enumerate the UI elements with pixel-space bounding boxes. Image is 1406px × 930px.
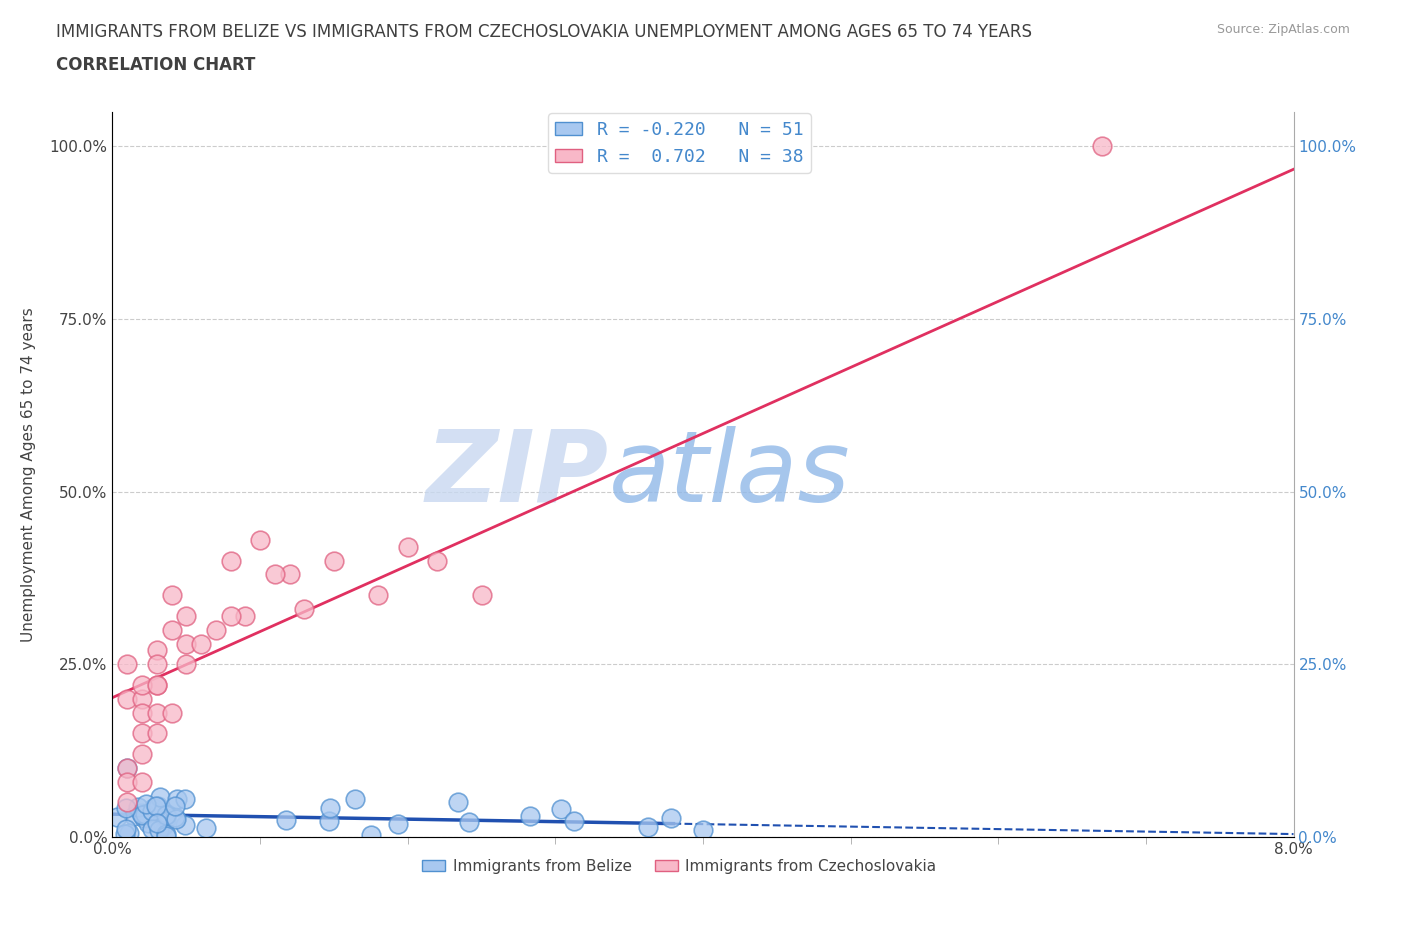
Point [131, 775, 153, 790]
Point [122, 808, 145, 823]
Point [117, 795, 138, 810]
Text: ZIP: ZIP [426, 426, 609, 523]
Point [131, 726, 153, 741]
Point [149, 790, 172, 804]
Point [117, 775, 138, 790]
Point [117, 761, 138, 776]
Point [426, 553, 449, 568]
Point [447, 794, 470, 809]
Point [155, 808, 177, 823]
Point [155, 809, 177, 824]
Point [360, 828, 382, 843]
Point [115, 801, 138, 816]
Text: atlas: atlas [609, 426, 851, 523]
Point [637, 819, 659, 834]
Point [117, 691, 138, 706]
Point [131, 678, 153, 693]
Point [142, 801, 165, 816]
Point [174, 657, 197, 671]
Point [152, 819, 174, 834]
Point [278, 567, 301, 582]
Point [118, 826, 141, 841]
Point [146, 678, 169, 693]
Point [155, 826, 177, 841]
Point [274, 813, 297, 828]
Point [458, 815, 481, 830]
Text: Source: ZipAtlas.com: Source: ZipAtlas.com [1216, 23, 1350, 36]
Point [136, 816, 159, 830]
Point [174, 636, 197, 651]
Point [141, 804, 163, 818]
Point [134, 806, 156, 821]
Point [148, 823, 170, 838]
Point [117, 657, 138, 671]
Point [155, 829, 177, 844]
Point [173, 817, 195, 832]
Point [165, 799, 187, 814]
Point [146, 799, 169, 814]
Point [387, 817, 409, 831]
Point [153, 812, 176, 827]
Point [135, 797, 157, 812]
Point [155, 812, 177, 827]
Point [132, 811, 155, 826]
Point [319, 801, 342, 816]
Point [367, 588, 389, 603]
Legend: Immigrants from Belize, Immigrants from Czechoslovakia: Immigrants from Belize, Immigrants from … [416, 853, 942, 880]
Point [659, 810, 682, 825]
Point [205, 622, 228, 637]
Point [131, 705, 153, 720]
Point [692, 823, 714, 838]
Point [264, 567, 287, 582]
Point [190, 636, 212, 651]
Point [131, 747, 153, 762]
Point [127, 799, 149, 814]
Point [174, 791, 197, 806]
Point [156, 806, 179, 821]
Point [323, 553, 346, 568]
Point [292, 602, 315, 617]
Point [146, 643, 169, 658]
Point [160, 705, 183, 720]
Point [145, 799, 167, 814]
Point [1091, 139, 1114, 153]
Point [114, 827, 136, 842]
Point [194, 821, 217, 836]
Point [146, 657, 169, 671]
Point [318, 814, 340, 829]
Point [160, 622, 183, 637]
Point [219, 608, 242, 623]
Point [146, 705, 169, 720]
Point [131, 808, 153, 823]
Point [233, 608, 256, 623]
Point [396, 539, 419, 554]
Point [141, 821, 163, 836]
Point [165, 812, 187, 827]
Text: CORRELATION CHART: CORRELATION CHART [56, 56, 256, 73]
Point [174, 608, 197, 623]
Y-axis label: Unemployment Among Ages 65 to 74 years: Unemployment Among Ages 65 to 74 years [21, 307, 35, 642]
Point [343, 791, 366, 806]
Text: IMMIGRANTS FROM BELIZE VS IMMIGRANTS FROM CZECHOSLOVAKIA UNEMPLOYMENT AMONG AGES: IMMIGRANTS FROM BELIZE VS IMMIGRANTS FRO… [56, 23, 1032, 41]
Point [249, 533, 271, 548]
Point [131, 691, 153, 706]
Point [550, 802, 572, 817]
Point [105, 809, 128, 824]
Point [166, 791, 188, 806]
Point [117, 761, 138, 776]
Point [115, 821, 138, 836]
Point [146, 678, 169, 693]
Point [165, 810, 187, 825]
Point [562, 813, 585, 828]
Point [146, 816, 169, 830]
Point [519, 808, 541, 823]
Point [131, 806, 153, 821]
Point [146, 726, 169, 741]
Point [219, 553, 242, 568]
Point [471, 588, 494, 603]
Point [160, 588, 183, 603]
